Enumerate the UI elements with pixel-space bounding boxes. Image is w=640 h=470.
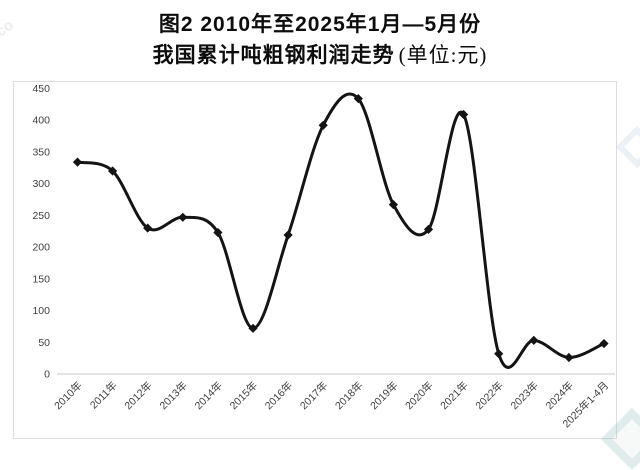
data-point-marker [248,323,258,333]
data-point-marker [529,335,539,345]
data-point-marker [423,224,434,234]
data-point-marker [564,352,574,363]
x-tick-label: 2013年 [157,379,190,412]
x-tick-label: 2015年 [227,379,260,412]
data-point-marker [599,338,609,349]
data-point-marker [388,200,398,210]
x-tick-label: 2012年 [122,379,155,412]
x-tick-label: 2021年 [438,379,471,412]
y-tick-label: 250 [32,210,50,222]
data-point-marker [318,120,328,130]
x-tick-label: 2017年 [297,379,330,412]
data-point-marker [72,157,83,167]
x-tick-label: 2010年 [51,379,84,412]
x-tick-label: 2014年 [192,379,225,412]
x-tick-label: 2016年 [262,379,295,412]
x-tick-label: 2022年 [473,379,506,412]
data-point-marker [353,94,363,104]
chart-title-unit: (单位:元) [398,43,488,67]
data-point-marker [213,227,223,238]
data-point-marker [108,166,118,176]
data-point-marker [283,230,293,240]
x-tick-label: 2018年 [332,379,365,412]
chart-title-line2-main: 我国累计吨粗钢利润走势 [152,44,395,67]
data-point-marker [459,109,469,120]
line-chart-panel: 0 50 100 150 200 250 300 350 400 450 2010年 2011年 201… [13,81,617,439]
y-tick-label: 0 [44,369,50,381]
trend-line [76,92,606,369]
data-point-marker [178,212,188,222]
y-tick-label: 300 [32,178,50,190]
x-tick-label: 2011年 [87,379,120,412]
y-tick-label: 400 [32,115,50,127]
chart-title: 图2 2010年至2025年1月—5月份 我国累计吨粗钢利润走势 (单位:元) [0,9,640,71]
y-tick-label: 50 [38,337,50,349]
y-tick-label: 450 [32,83,50,95]
data-point-marker [143,223,153,233]
y-tick-label: 150 [32,273,50,285]
chart-title-line1: 图2 2010年至2025年1月—5月份 [158,13,482,36]
data-point-marker [494,349,504,359]
y-tick-label: 200 [32,242,50,254]
y-tick-label: 350 [32,146,50,158]
x-tick-label: 2020年 [402,379,435,412]
x-tick-label: 2023年 [508,379,541,412]
y-tick-label: 100 [32,305,50,317]
x-tick-label: 2019年 [367,379,400,412]
watermark-diamond-icon [615,125,640,169]
x-tick-label: 2024年 [543,379,576,412]
chart-title-line2: 我国累计吨粗钢利润走势 (单位:元) [0,40,640,71]
